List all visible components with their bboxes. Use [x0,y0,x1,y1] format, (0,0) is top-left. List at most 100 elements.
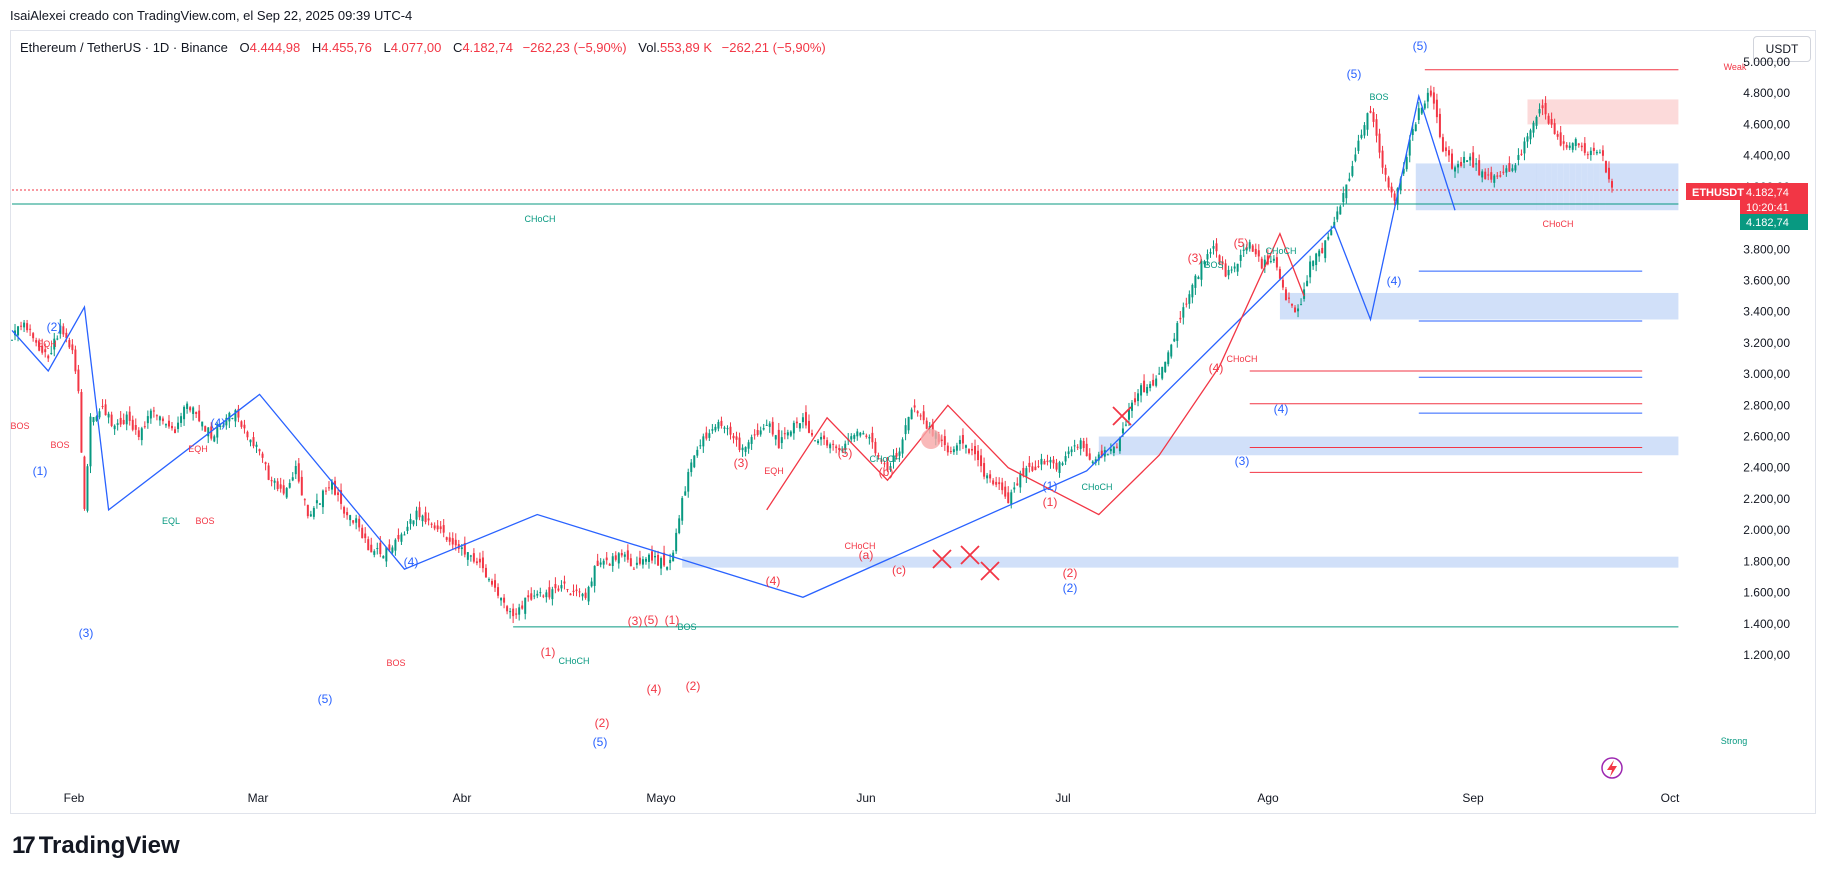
candle-body[interactable] [714,426,717,431]
candle-body[interactable] [977,450,980,461]
candle-body[interactable] [355,518,358,523]
candle-body[interactable] [949,451,952,453]
candle-body[interactable] [1052,459,1055,464]
candle-body[interactable] [1275,257,1278,268]
candle-body[interactable] [1097,454,1100,461]
candle-body[interactable] [1601,150,1604,156]
candle-body[interactable] [463,542,466,555]
candle-body[interactable] [1242,249,1245,251]
candle-body[interactable] [952,449,955,453]
candle-body[interactable] [1592,147,1595,152]
candle-body[interactable] [406,526,409,531]
candle-body[interactable] [629,558,632,567]
candle-body[interactable] [907,416,910,431]
candle-body[interactable] [602,560,605,565]
candle-body[interactable] [358,518,361,528]
candle-body[interactable] [448,537,451,542]
candle-body[interactable] [1411,129,1414,136]
candle-body[interactable] [77,369,80,392]
zone-box[interactable] [1536,163,1546,211]
candle-body[interactable] [1245,247,1248,251]
candle-body[interactable] [1152,379,1155,386]
candle-body[interactable] [789,431,792,436]
candle-body[interactable] [792,422,795,434]
candle-body[interactable] [626,550,629,560]
candle-body[interactable] [1100,450,1103,457]
candle-body[interactable] [1312,260,1315,267]
candle-body[interactable] [1595,151,1598,154]
candle-body[interactable] [744,447,747,452]
candle-body[interactable] [164,424,167,426]
candle-body[interactable] [1457,164,1460,168]
candle-body[interactable] [110,414,113,426]
candle-body[interactable] [1475,163,1478,165]
candle-body[interactable] [919,415,922,417]
candle-body[interactable] [1438,113,1441,137]
candle-body[interactable] [814,440,817,442]
candle-body[interactable] [1004,486,1007,497]
candle-body[interactable] [817,440,820,444]
symbol-legend[interactable]: Ethereum / TetherUS · 1D · Binance O4.44… [20,40,826,55]
candle-body[interactable] [95,416,98,421]
candle-body[interactable] [1085,443,1088,457]
candle-body[interactable] [433,525,436,529]
candle-body[interactable] [140,428,143,441]
candle-body[interactable] [35,340,38,343]
candle-body[interactable] [334,480,337,495]
candle-body[interactable] [1161,366,1164,379]
candle-body[interactable] [1173,338,1176,342]
candle-body[interactable] [1463,156,1466,163]
candle-body[interactable] [86,466,89,511]
candle-body[interactable] [167,420,170,427]
candle-body[interactable] [1598,152,1601,154]
candle-body[interactable] [611,556,614,566]
candle-body[interactable] [1091,461,1094,464]
candle-body[interactable] [1505,168,1508,173]
candle-body[interactable] [1372,112,1375,122]
candle-body[interactable] [1212,246,1215,249]
candle-body[interactable] [1387,177,1390,188]
candle-body[interactable] [614,555,617,560]
candle-body[interactable] [439,526,442,530]
candle-body[interactable] [47,355,50,359]
candle-body[interactable] [1466,160,1469,163]
zone-box[interactable] [1593,163,1600,211]
candle-body[interactable] [729,426,732,435]
candle-body[interactable] [974,446,977,455]
candle-body[interactable] [1607,167,1610,180]
candle-body[interactable] [1040,458,1043,465]
candle-body[interactable] [1318,250,1321,257]
candle-body[interactable] [1076,446,1079,448]
candle-body[interactable] [1115,446,1118,448]
candle-body[interactable] [213,436,216,442]
symbol-name[interactable]: Ethereum / TetherUS · 1D · Binance [20,40,228,55]
candle-body[interactable] [1523,141,1526,154]
candle-body[interactable] [765,424,768,426]
candle-body[interactable] [801,417,804,423]
candle-body[interactable] [1143,380,1146,393]
candle-body[interactable] [1061,463,1064,465]
candle-body[interactable] [1185,303,1188,305]
candle-body[interactable] [1182,307,1185,318]
candle-body[interactable] [180,416,183,423]
candle-body[interactable] [696,449,699,456]
candle-body[interactable] [1257,250,1260,257]
candle-body[interactable] [832,443,835,445]
candle-body[interactable] [1550,119,1553,125]
zone-box[interactable] [1551,163,1558,211]
candle-body[interactable] [1013,487,1016,490]
candle-body[interactable] [654,555,657,558]
candle-body[interactable] [370,544,373,553]
candle-body[interactable] [1336,211,1339,220]
candle-body[interactable] [967,449,970,454]
candle-body[interactable] [1079,440,1082,449]
candle-body[interactable] [690,462,693,473]
candle-body[interactable] [207,427,210,437]
candle-body[interactable] [1022,467,1025,475]
candle-body[interactable] [916,411,919,414]
candle-body[interactable] [1532,122,1535,133]
zone-box[interactable] [1098,436,1679,456]
candle-body[interactable] [1580,145,1583,148]
candle-body[interactable] [635,562,638,565]
candle-body[interactable] [702,436,705,447]
